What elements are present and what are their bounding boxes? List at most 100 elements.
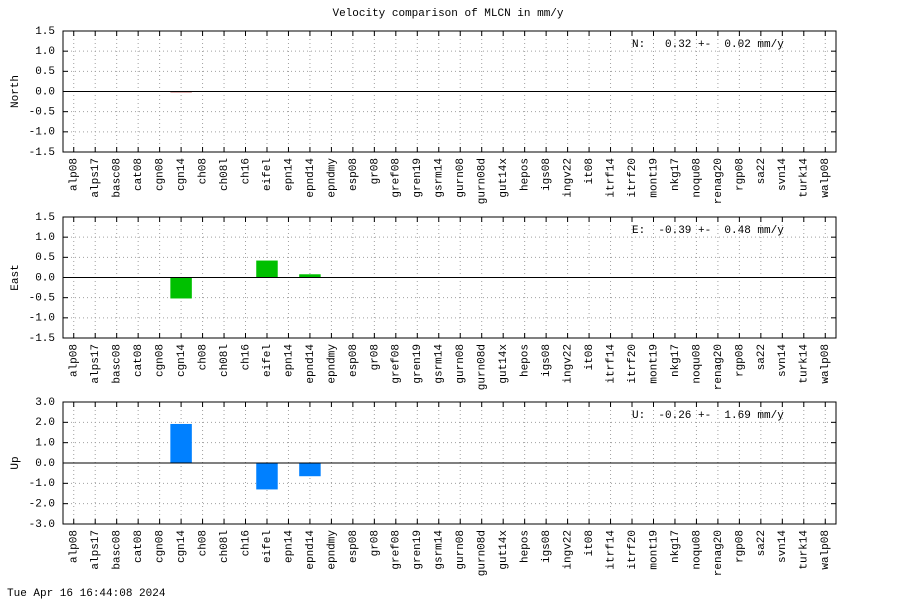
x-tick-label: basc08 [112, 530, 124, 570]
x-tick-label: itrf14 [605, 530, 617, 570]
x-tick-label: eifel [262, 344, 274, 377]
x-tick-label: gref08 [391, 530, 403, 570]
x-tick-label: alps17 [90, 344, 102, 384]
x-tick-label: igs08 [541, 344, 553, 377]
x-tick-label: cgn08 [155, 158, 167, 191]
x-tick-label: alps17 [90, 530, 102, 570]
x-tick-label: alp08 [69, 344, 81, 377]
x-tick-label: svn14 [777, 344, 789, 377]
x-tick-label: ch08 [197, 530, 209, 556]
x-tick-label: rgp08 [734, 158, 746, 191]
x-tick-label: itrf20 [627, 344, 639, 384]
y-tick-label: 1.5 [35, 212, 55, 224]
chart-title: Velocity comparison of MLCN in mm/y [332, 8, 563, 20]
x-tick-label: gurn08 [455, 344, 467, 384]
x-tick-label: ingv22 [563, 344, 575, 384]
x-tick-label: epn14 [283, 158, 295, 191]
y-tick-label: 2.0 [35, 417, 55, 429]
x-tick-label: nkg17 [670, 344, 682, 377]
x-tick-label: gr08 [369, 530, 381, 556]
y-tick-label: -1.0 [29, 478, 55, 490]
x-tick-label: gsrm14 [434, 158, 446, 198]
y-tick-label: 0.0 [35, 272, 55, 284]
x-tick-label: ch16 [240, 530, 252, 556]
x-tick-label: turk14 [799, 344, 811, 384]
timestamp: Tue Apr 16 16:44:08 2024 [7, 588, 166, 600]
x-tick-label: cgn14 [176, 344, 188, 377]
annotation: E: -0.39 +- 0.48 mm/y [632, 225, 784, 237]
x-tick-label: hepos [520, 530, 532, 563]
x-tick-label: noqu08 [691, 530, 703, 570]
x-tick-label: it08 [584, 158, 596, 184]
x-tick-label: itrf14 [605, 344, 617, 384]
x-tick-label: ch08l [219, 158, 231, 191]
x-tick-label: itrf20 [627, 530, 639, 570]
x-tick-label: epnd14 [305, 530, 317, 570]
y-tick-label: -1.5 [29, 333, 55, 345]
x-tick-label: ch08 [197, 158, 209, 184]
x-tick-label: turk14 [799, 530, 811, 570]
y-tick-label: -1.0 [29, 313, 55, 325]
x-tick-label: epnd14 [305, 344, 317, 384]
x-tick-label: svn14 [777, 530, 789, 563]
x-tick-label: walp08 [820, 158, 832, 198]
x-tick-label: cgn14 [176, 530, 188, 563]
y-tick-label: 0.0 [35, 86, 55, 98]
x-tick-label: epndmy [326, 530, 338, 570]
x-tick-label: mont19 [648, 530, 660, 570]
x-tick-label: cat08 [133, 530, 145, 563]
x-tick-label: alps17 [90, 158, 102, 198]
y-tick-label: 1.5 [35, 26, 55, 38]
x-tick-label: gren19 [412, 158, 424, 198]
x-tick-label: sa22 [756, 158, 768, 184]
x-tick-label: epn14 [283, 344, 295, 377]
y-tick-label: -0.5 [29, 293, 55, 305]
y-axis-label: North [10, 75, 22, 108]
x-tick-label: gr08 [369, 158, 381, 184]
x-tick-label: ch16 [240, 344, 252, 370]
x-tick-label: gurn08d [477, 344, 489, 390]
x-tick-label: igs08 [541, 530, 553, 563]
x-tick-label: epndmy [326, 344, 338, 384]
y-axis-label: East [10, 264, 22, 290]
y-tick-label: 0.5 [35, 252, 55, 264]
plot-frame [62, 216, 837, 339]
x-tick-label: cgn08 [155, 344, 167, 377]
bar [256, 463, 278, 490]
x-tick-label: renag20 [713, 530, 725, 576]
plot-frame [62, 30, 837, 153]
x-tick-label: gr08 [369, 344, 381, 370]
x-tick-label: epnd14 [305, 158, 317, 198]
bar [299, 463, 321, 477]
x-tick-label: svn14 [777, 158, 789, 191]
bar [256, 260, 278, 278]
x-tick-label: basc08 [112, 344, 124, 384]
x-tick-label: gurn08d [477, 158, 489, 204]
x-tick-label: ch08l [219, 344, 231, 377]
x-tick-label: alp08 [69, 158, 81, 191]
annotation: N: 0.32 +- 0.02 mm/y [632, 39, 784, 51]
x-tick-label: gut14x [498, 158, 510, 198]
y-tick-label: 1.0 [35, 232, 55, 244]
x-tick-label: rgp08 [734, 530, 746, 563]
x-tick-label: gref08 [391, 344, 403, 384]
x-tick-label: cat08 [133, 158, 145, 191]
x-tick-label: hepos [520, 158, 532, 191]
bar [170, 423, 192, 463]
bar [170, 277, 192, 299]
x-tick-label: noqu08 [691, 344, 703, 384]
x-tick-label: gsrm14 [434, 530, 446, 570]
y-tick-label: 1.0 [35, 46, 55, 58]
annotation: U: -0.26 +- 1.69 mm/y [632, 410, 784, 422]
x-tick-label: renag20 [713, 158, 725, 204]
x-tick-label: cat08 [133, 344, 145, 377]
bar [299, 274, 321, 278]
y-tick-label: -1.5 [29, 147, 55, 159]
x-tick-label: gurn08d [477, 530, 489, 576]
x-tick-label: nkg17 [670, 158, 682, 191]
x-tick-label: esp08 [348, 158, 360, 191]
y-tick-label: 3.0 [35, 397, 55, 409]
y-tick-label: -3.0 [29, 519, 55, 531]
x-tick-label: eifel [262, 158, 274, 191]
x-tick-label: rgp08 [734, 344, 746, 377]
